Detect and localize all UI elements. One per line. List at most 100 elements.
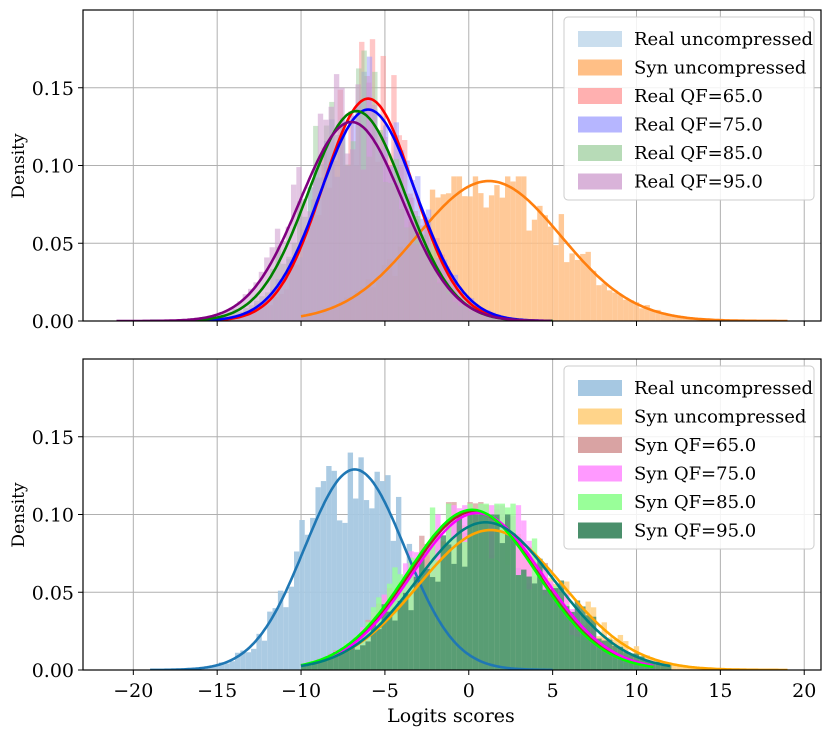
legend-swatch: [578, 173, 622, 190]
x-tick-label: −10: [281, 680, 321, 702]
hist-bar: [666, 664, 672, 670]
hist-bar: [403, 592, 409, 670]
hist-bar: [446, 293, 452, 321]
hist-bar: [424, 568, 430, 670]
hist-bar: [451, 563, 457, 670]
hist-bar: [419, 235, 426, 321]
hist-bar: [245, 652, 252, 670]
y-tick-label: 0.00: [32, 660, 74, 682]
hist-bar: [564, 262, 570, 321]
hist-bar: [328, 106, 334, 321]
legend-swatch: [578, 522, 622, 539]
hist-bar: [596, 285, 602, 321]
legend-swatch: [578, 59, 622, 76]
hist-bar: [202, 667, 209, 670]
hist-bar: [515, 176, 522, 321]
hist-bar: [379, 481, 386, 670]
legend-label: Syn QF=65.0: [634, 435, 756, 456]
hist-bar: [564, 606, 570, 670]
bottom-legend: Real uncompressed Syn uncompressed Syn QF=…: [563, 365, 815, 550]
hist-bar: [339, 87, 345, 321]
hist-bar: [526, 576, 532, 670]
hist-bar: [451, 176, 457, 321]
hist-bar: [392, 620, 398, 670]
hist-bar: [676, 316, 683, 321]
hist-bar: [381, 604, 387, 670]
hist-bar: [435, 581, 441, 670]
hist-bar: [457, 295, 463, 321]
hist-bar: [569, 611, 575, 670]
hist-bar: [398, 166, 404, 321]
hist-bar: [633, 302, 640, 321]
hist-bar: [441, 279, 447, 321]
hist-bar: [435, 282, 442, 321]
hist-bar: [397, 600, 404, 670]
hist-bar: [333, 651, 339, 670]
hist-bar: [569, 253, 575, 321]
hist-bar: [306, 665, 312, 670]
legend-label: Syn QF=75.0: [634, 464, 756, 485]
hist-bar: [649, 310, 656, 321]
hist-bar: [242, 294, 249, 321]
legend-label: Syn uncompressed: [634, 58, 806, 79]
hist-bar: [553, 588, 559, 670]
legend-label: Real uncompressed: [634, 29, 813, 50]
hist-bar: [537, 205, 543, 321]
legend-box: [563, 365, 815, 550]
hist-bar: [478, 314, 485, 321]
hist-bar: [392, 567, 398, 670]
legend-label: Syn QF=85.0: [634, 492, 756, 513]
hist-bar: [467, 196, 473, 321]
hist-bar: [601, 640, 607, 670]
hist-bar: [644, 305, 650, 321]
hist-bar: [505, 176, 511, 321]
hist-bar: [456, 176, 463, 321]
legend-box: [563, 16, 815, 201]
hist-bar: [425, 257, 431, 321]
hist-bar: [353, 498, 359, 670]
legend-swatch: [578, 31, 622, 47]
hist-bar: [505, 514, 511, 670]
legend-label: Real QF=65.0: [634, 86, 763, 107]
hist-bar: [472, 514, 479, 670]
hist-bar: [574, 600, 581, 670]
hist-bar: [623, 299, 629, 321]
hist-bar: [655, 661, 661, 670]
x-tick-label: −20: [113, 680, 153, 702]
hist-bar: [468, 306, 474, 321]
hist-bar: [403, 202, 410, 321]
hist-bar: [365, 641, 371, 670]
hist-bar: [331, 470, 337, 670]
hist-bar: [429, 577, 436, 670]
hist-bar: [547, 226, 554, 321]
hist-bar: [499, 543, 506, 670]
hist-bar: [580, 606, 586, 670]
hist-bar: [440, 535, 446, 670]
y-tick-label: 0.10: [32, 156, 74, 178]
hist-bar: [269, 247, 275, 321]
hist-bar: [409, 197, 415, 321]
hist-bar: [574, 259, 581, 321]
hist-bar: [274, 228, 281, 321]
hist-bar: [301, 198, 308, 321]
legend-swatch: [578, 380, 622, 396]
top-y-axis-label: Density: [9, 133, 29, 199]
hist-bar: [234, 652, 241, 670]
hist-bar: [350, 149, 356, 321]
hist-bar: [537, 558, 543, 670]
hist-bar: [445, 193, 452, 321]
legend-label: Real uncompressed: [634, 378, 813, 399]
hist-bar: [342, 522, 348, 670]
hist-bar: [590, 270, 597, 321]
top-y-ticks: 0.00 0.05 0.10 0.15: [32, 78, 83, 333]
hist-bar: [462, 305, 469, 321]
top-kde-curves: [116, 97, 788, 321]
hist-bar: [414, 244, 420, 321]
hist-bar: [547, 589, 554, 670]
legend-swatch: [578, 145, 622, 161]
hist-bar: [682, 317, 688, 321]
hist-bar: [376, 132, 383, 321]
hist-bar: [666, 314, 672, 321]
hist-bar: [382, 136, 388, 321]
hist-bar: [483, 514, 489, 670]
